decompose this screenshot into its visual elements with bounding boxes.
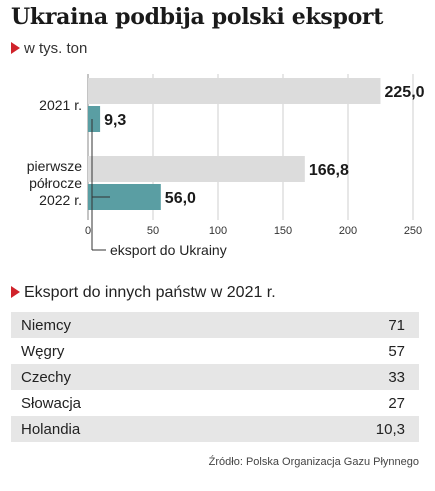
bar [88,78,381,104]
export-value: 71 [388,316,405,334]
country-name: Węgry [21,342,65,360]
export-value: 33 [388,368,405,386]
chart-title: Ukraina podbija polski eksport [11,4,384,30]
data-label: 225,0 [385,84,425,101]
table-row: Słowacja 27 [11,390,419,416]
annotation-label: eksport do Ukrainy [110,242,227,258]
bar [88,106,101,132]
bar-chart: 0 50 100 150 200 250 225,0 9,3 2021 r. 166,8 56,0 p… [27,74,425,258]
red-triangle-icon [11,286,20,298]
unit-label: w tys. ton [24,40,88,57]
country-name: Holandia [21,420,81,438]
x-tick-label: 0 [85,225,91,237]
chart-subtitle: w tys. ton [11,40,87,57]
section-title: Eksport do innych państw w 2021 r. [11,284,276,302]
export-value: 57 [388,342,405,360]
x-tick-label: 250 [404,225,422,237]
x-tick-label: 100 [209,225,227,237]
category-label: pierwsze [27,158,82,174]
table-row: Czechy 33 [11,364,419,390]
country-name: Czechy [21,368,72,386]
bar [88,156,305,182]
country-name: Niemcy [21,316,72,334]
source-note: Źródło: Polska Organizacja Gazu Płynnego [208,456,419,468]
category-label: 2021 r. [39,97,82,113]
x-tick-label: 150 [274,225,292,237]
red-triangle-icon [11,42,20,54]
category-label: półrocze [29,175,82,191]
data-label: 9,3 [104,112,126,129]
data-label: 166,8 [309,162,349,179]
export-value: 10,3 [375,420,405,438]
table-row: Niemcy 71 [11,312,419,338]
country-name: Słowacja [21,394,82,412]
table-row: Węgry 57 [11,338,419,364]
x-tick-label: 200 [339,225,357,237]
section-title-text: Eksport do innych państw w 2021 r. [24,284,276,301]
export-table: Niemcy 71 Węgry 57 Czechy 33 Słowacja 27 Holandi… [11,312,419,442]
export-value: 27 [388,394,405,412]
table-row: Holandia 10,3 [11,416,419,442]
category-label: 2022 r. [39,192,82,208]
data-label: 56,0 [165,190,196,207]
x-tick-label: 50 [147,225,159,237]
